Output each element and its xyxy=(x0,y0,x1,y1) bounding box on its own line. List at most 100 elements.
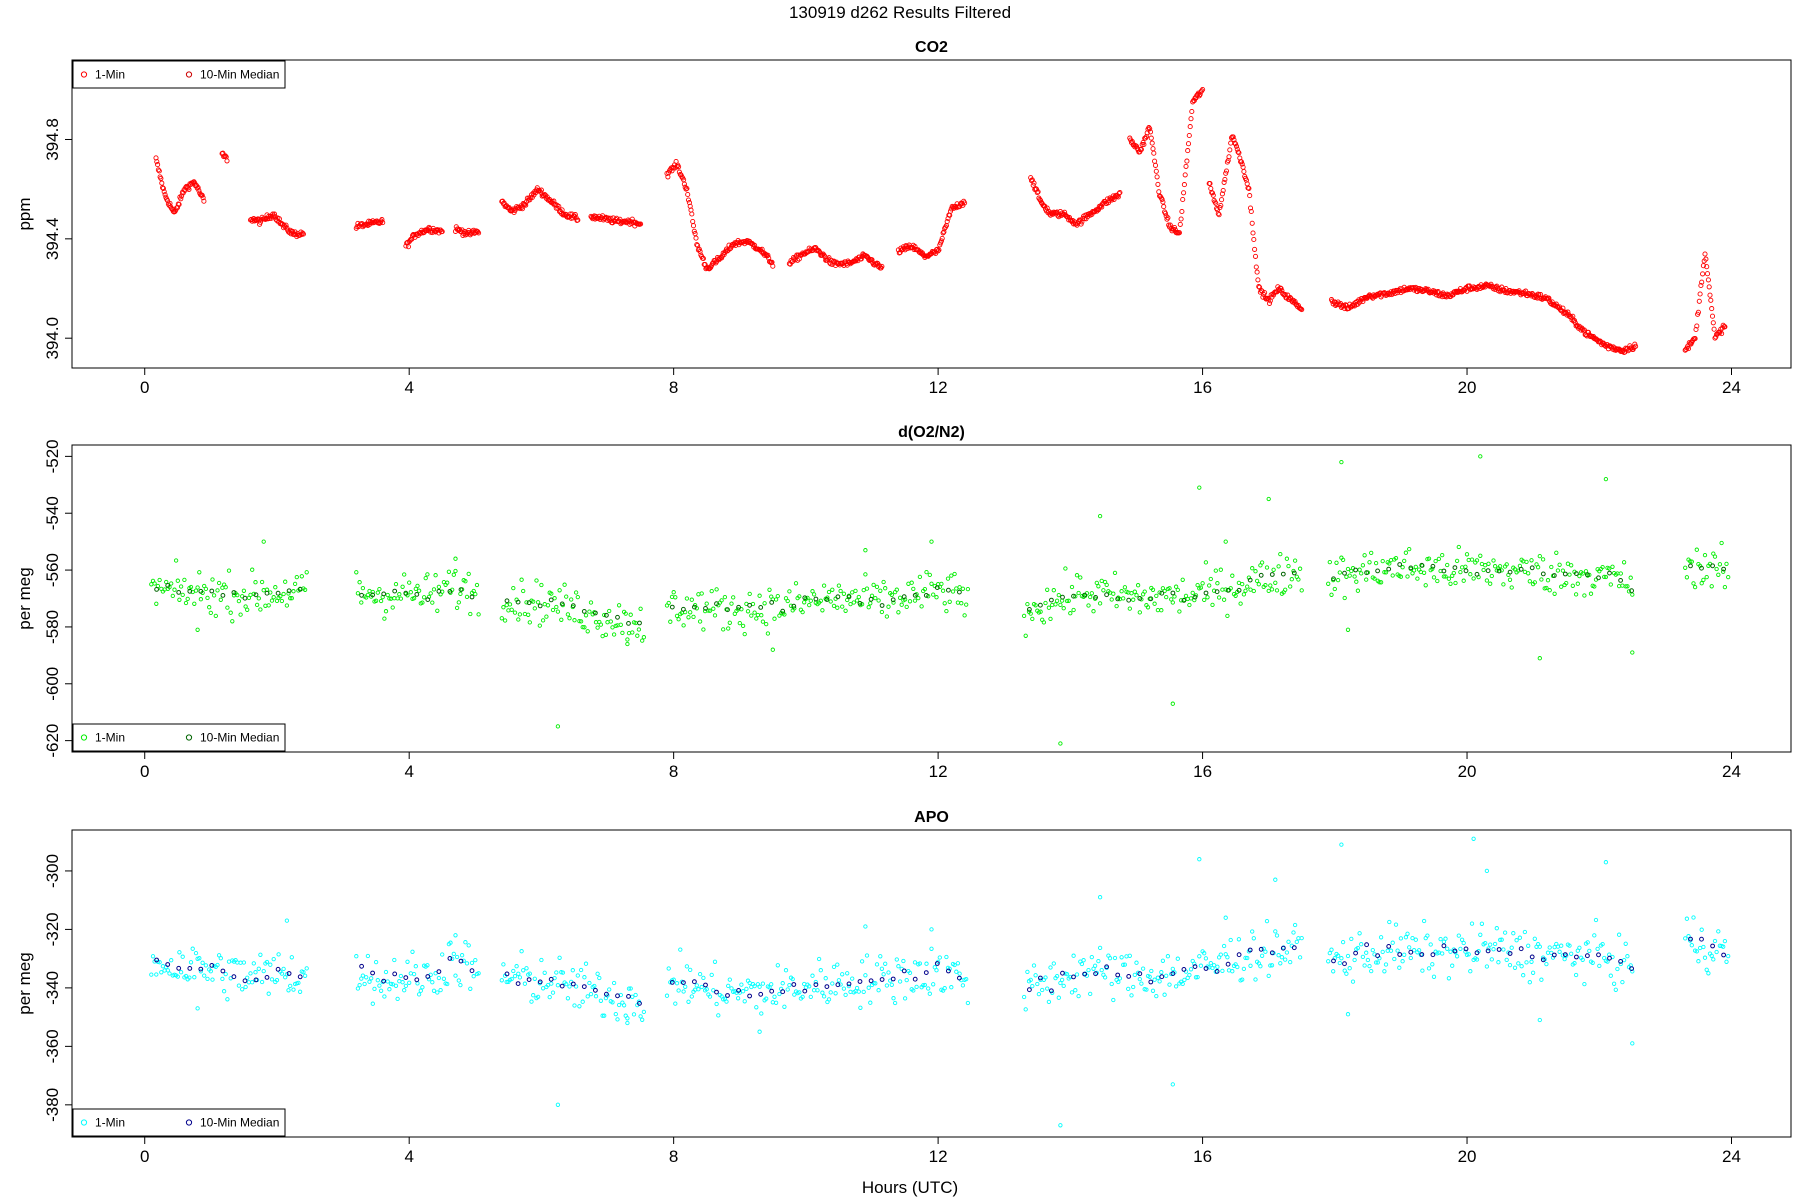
data-point xyxy=(949,985,954,990)
data-point xyxy=(820,990,825,995)
data-point xyxy=(1400,565,1405,570)
data-point xyxy=(674,981,680,986)
data-point xyxy=(1219,191,1225,197)
data-point xyxy=(362,981,367,987)
median-point xyxy=(515,981,521,986)
data-point xyxy=(1173,584,1179,589)
data-point xyxy=(965,586,971,592)
median-point xyxy=(526,600,532,606)
data-point xyxy=(431,587,437,592)
data-point xyxy=(1028,977,1033,983)
data-point xyxy=(1468,969,1473,974)
data-point xyxy=(1262,290,1268,296)
data-point xyxy=(1454,954,1460,959)
data-point xyxy=(1101,588,1106,593)
data-point xyxy=(585,629,590,634)
data-point xyxy=(1522,929,1528,935)
data-point xyxy=(1387,561,1392,566)
data-point xyxy=(1468,572,1473,577)
median-point xyxy=(1104,592,1109,598)
median-point xyxy=(714,989,719,995)
data-point xyxy=(425,572,430,577)
data-point xyxy=(1380,949,1385,955)
data-point xyxy=(1240,581,1245,587)
data-point xyxy=(1355,588,1361,593)
data-point xyxy=(1440,552,1445,558)
data-point xyxy=(1164,594,1169,600)
data-point xyxy=(1149,968,1154,974)
data-point xyxy=(1359,571,1364,576)
data-point xyxy=(904,977,909,983)
data-point xyxy=(1483,940,1488,946)
data-point xyxy=(149,972,154,977)
data-point xyxy=(1436,556,1442,562)
data-point xyxy=(286,591,291,596)
data-point xyxy=(253,970,258,975)
data-point xyxy=(1197,954,1202,959)
median-point xyxy=(879,603,885,608)
data-point xyxy=(1517,935,1523,940)
data-point xyxy=(828,599,833,604)
data-point xyxy=(1152,977,1157,982)
data-point xyxy=(1705,277,1711,283)
data-point xyxy=(835,605,840,610)
data-point xyxy=(539,957,544,963)
data-point xyxy=(1210,602,1215,608)
data-point xyxy=(602,1013,607,1018)
data-point xyxy=(863,973,868,978)
median-point xyxy=(1430,563,1436,569)
data-point xyxy=(729,986,734,991)
data-point xyxy=(1537,553,1542,559)
data-point xyxy=(450,956,455,961)
median-point xyxy=(901,594,907,600)
data-point xyxy=(1382,570,1387,575)
data-point xyxy=(1253,569,1258,574)
data-point xyxy=(1478,932,1483,937)
data-point xyxy=(907,970,913,976)
median-point xyxy=(1170,590,1176,596)
median-point xyxy=(1452,565,1458,570)
data-point xyxy=(575,973,580,978)
median-point xyxy=(1529,565,1535,571)
median-point xyxy=(1721,566,1726,572)
data-point xyxy=(1233,593,1238,598)
data-point xyxy=(1549,950,1554,956)
data-point xyxy=(605,993,610,998)
data-point xyxy=(218,956,223,961)
data-point xyxy=(370,589,375,595)
data-point xyxy=(1706,284,1712,290)
data-point xyxy=(1618,961,1623,967)
data-point xyxy=(726,983,731,989)
data-point xyxy=(864,953,870,958)
data-point xyxy=(1114,603,1119,609)
data-point xyxy=(555,1102,561,1107)
median-point xyxy=(1710,563,1715,569)
data-point xyxy=(780,981,785,986)
data-point xyxy=(199,192,205,198)
data-point xyxy=(845,971,850,976)
data-point xyxy=(1129,591,1134,596)
y-tick-label: 394.0 xyxy=(43,317,62,360)
data-point xyxy=(1140,966,1146,971)
data-point xyxy=(1555,568,1561,573)
data-point xyxy=(578,619,584,624)
data-point xyxy=(154,159,160,165)
median-point xyxy=(681,606,686,612)
x-tick-label: 16 xyxy=(1193,378,1212,397)
data-point xyxy=(1179,208,1185,215)
median-point xyxy=(1258,572,1264,578)
data-point xyxy=(1198,585,1204,590)
data-point xyxy=(640,1017,645,1022)
data-point xyxy=(1334,560,1339,565)
data-point xyxy=(393,581,399,587)
data-point xyxy=(1722,324,1728,330)
data-point xyxy=(169,958,174,963)
data-point xyxy=(1271,567,1276,572)
data-point xyxy=(476,612,481,617)
data-point xyxy=(1347,966,1352,971)
data-point xyxy=(225,997,230,1002)
data-point xyxy=(580,624,585,630)
data-point xyxy=(866,985,871,990)
data-point xyxy=(699,591,704,596)
median-point xyxy=(736,988,741,993)
